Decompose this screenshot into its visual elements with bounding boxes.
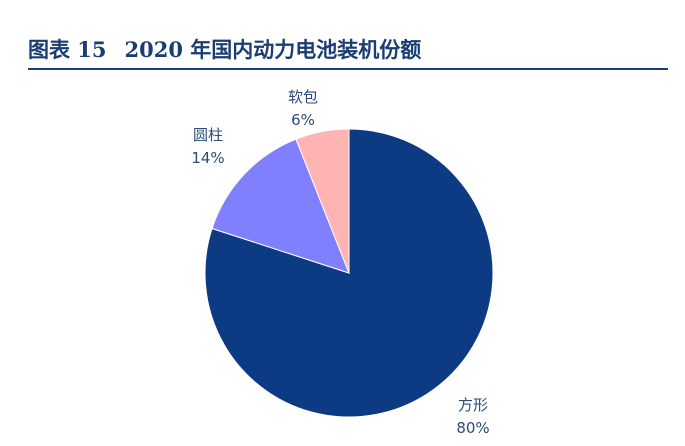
slice-label-cylindrical: 圆柱 [193,126,223,144]
slice-value-square: 80% [456,419,489,437]
title-divider [28,68,668,70]
figure-number: 图表 15 [28,37,107,62]
slice-value-pouch: 6% [291,111,315,129]
slice-label-pouch: 软包 [288,88,318,106]
figure-caption: 2020 年国内动力电池装机份额 [124,37,422,62]
pie-slices [204,128,494,418]
figure-title: 图表 15 2020 年国内动力电池装机份额 [28,34,421,64]
slice-labels: 方形 80% 圆柱 14% 软包 6% [191,88,489,437]
pie-slice-cylindrical [211,138,350,274]
slice-label-square: 方形 [458,396,488,414]
slice-value-cylindrical: 14% [191,149,224,167]
pie-slice-pouch [295,128,350,274]
